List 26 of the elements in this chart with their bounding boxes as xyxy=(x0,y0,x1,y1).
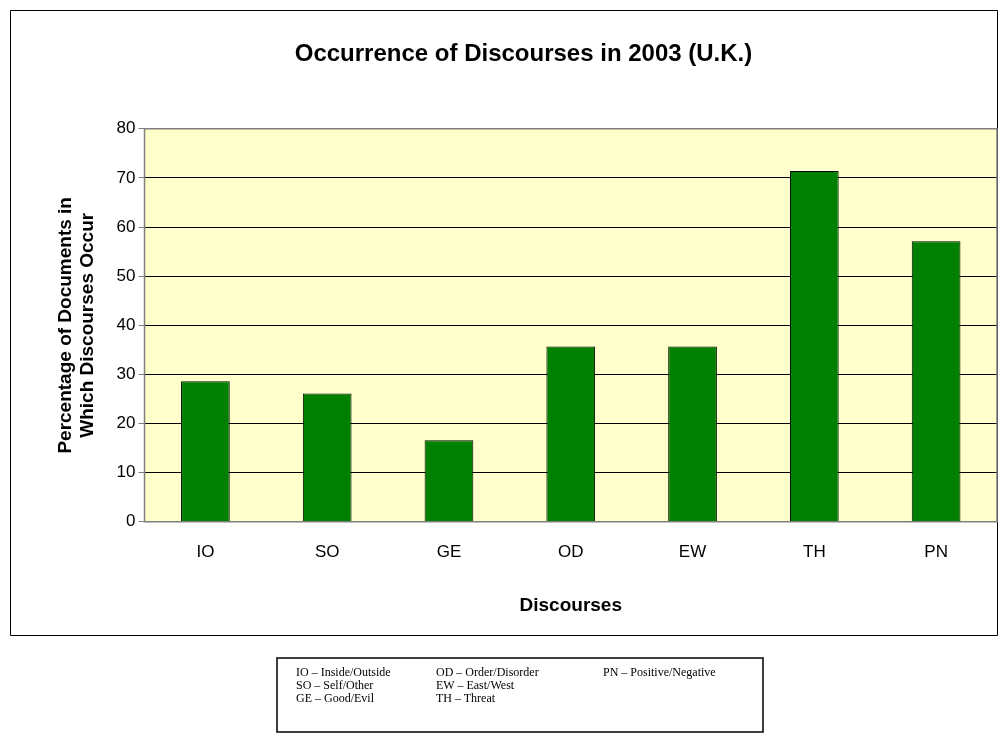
y-tick-label: 10 xyxy=(116,462,136,482)
x-tick-label: EW xyxy=(678,541,707,561)
text: EW – East/West xyxy=(436,678,515,693)
x-tick-label: SO xyxy=(314,541,340,561)
y-tick-label: 50 xyxy=(116,265,136,285)
x-tick-label: PN xyxy=(924,541,948,561)
x-axis-title: Discourses xyxy=(519,593,622,615)
text: PN – Positive/Negative xyxy=(603,665,716,680)
y-tick-label: 20 xyxy=(116,413,136,433)
y-tick-label: 30 xyxy=(116,364,136,384)
y-tick-label: 0 xyxy=(126,511,136,531)
y-tick-label: 40 xyxy=(116,314,136,334)
y-tick-label: 60 xyxy=(116,216,136,236)
y-tick-label: 80 xyxy=(116,118,136,138)
y-tick-label: 70 xyxy=(116,167,136,187)
text: TH – Threat xyxy=(436,691,496,706)
x-tick-label: GE xyxy=(436,541,462,561)
text: SO – Self/Other xyxy=(296,678,374,693)
x-tick-label: TH xyxy=(802,541,826,561)
chart-title: Occurrence of Discourses in 2003 (U.K.) xyxy=(294,39,753,67)
text: IO – Inside/Outside xyxy=(296,665,391,680)
text: GE – Good/Evil xyxy=(296,691,375,706)
y-axis-title: Percentage of Documents in Which Discourses Occur xyxy=(53,197,98,454)
text: OD – Order/Disorder xyxy=(436,665,539,680)
x-tick-label: OD xyxy=(558,541,584,561)
x-tick-label: IO xyxy=(196,541,215,561)
